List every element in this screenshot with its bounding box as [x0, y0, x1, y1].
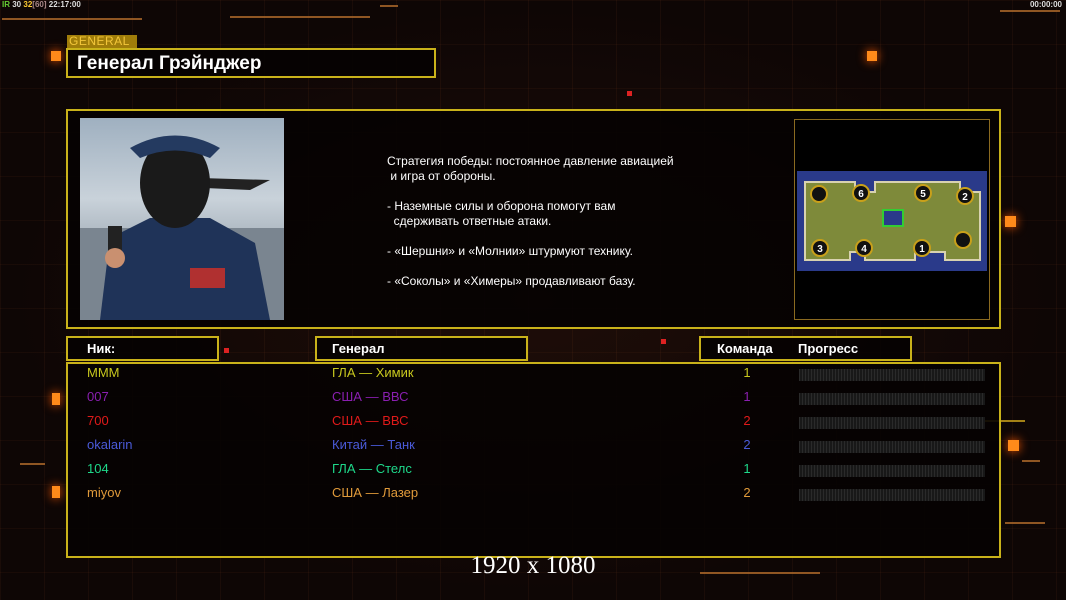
player-team: 1	[743, 365, 751, 380]
game-timer: 00:00:00	[1029, 0, 1062, 9]
svg-text:5: 5	[920, 189, 926, 200]
player-row: okalarin Китай — Танк 2	[66, 437, 1001, 457]
progress-bar	[799, 393, 985, 405]
player-row: 700 США — ВВС 2	[66, 413, 1001, 433]
header-general: Генерал	[315, 336, 528, 361]
player-nick: MMM	[87, 365, 120, 380]
player-team: 2	[743, 485, 751, 500]
player-row: miyov США — Лазер 2	[66, 485, 1001, 505]
player-row: 104 ГЛА — Стелс 1	[66, 461, 1001, 481]
player-nick: miyov	[87, 485, 121, 500]
progress-bar	[799, 369, 985, 381]
header-team: Команда	[717, 341, 773, 356]
svg-text:3: 3	[817, 244, 823, 255]
header-nick: Ник:	[66, 336, 219, 361]
player-general: ГЛА — Стелс	[332, 461, 412, 476]
spawn-markers: 6 5 2 3 4 1	[810, 184, 974, 257]
general-tag: GENERAL	[67, 35, 137, 48]
fps-status: IR 30 32[60] 22:17:00	[2, 0, 81, 9]
player-nick: 007	[87, 389, 109, 404]
player-team: 1	[743, 389, 751, 404]
player-team: 1	[743, 461, 751, 476]
strategy-description: Стратегия победы: постоянное давление ав…	[387, 154, 674, 288]
player-general: США — Лазер	[332, 485, 419, 500]
header-team-progress: Команда Прогресс	[699, 336, 912, 361]
resolution-label: 1920 x 1080	[470, 552, 596, 579]
progress-bar	[799, 489, 985, 501]
header-progress: Прогресс	[798, 341, 859, 356]
player-general: Китай — Танк	[332, 437, 415, 452]
player-general: США — ВВС	[332, 389, 409, 404]
map-preview: 6 5 2 3 4 1	[794, 119, 990, 320]
progress-bar	[799, 465, 985, 477]
progress-bar	[799, 417, 985, 429]
player-team: 2	[743, 437, 751, 452]
player-general: США — ВВС	[332, 413, 409, 428]
player-nick: okalarin	[87, 437, 133, 452]
general-portrait	[80, 118, 284, 320]
svg-text:2: 2	[962, 192, 968, 203]
player-nick: 104	[87, 461, 109, 476]
general-title: Генерал Грэйнджер	[66, 48, 436, 78]
decor-square	[51, 51, 61, 61]
svg-text:1: 1	[919, 244, 925, 255]
svg-text:4: 4	[861, 244, 867, 255]
player-nick: 700	[87, 413, 109, 428]
svg-text:6: 6	[858, 189, 864, 200]
progress-bar	[799, 441, 985, 453]
player-team: 2	[743, 413, 751, 428]
player-row: 007 США — ВВС 1	[66, 389, 1001, 409]
player-row: MMM ГЛА — Химик 1	[66, 365, 1001, 385]
player-general: ГЛА — Химик	[332, 365, 414, 380]
